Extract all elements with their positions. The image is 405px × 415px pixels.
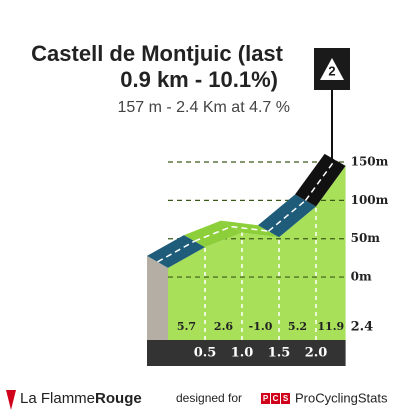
chart-title: 0.9 km - 10.1%)	[120, 67, 278, 92]
designed-for: designed for	[176, 391, 242, 405]
brand-part: La Flamme	[20, 390, 95, 407]
gradient-segment	[221, 220, 279, 238]
segment-centerline	[304, 159, 336, 201]
x-tick-label: 1.5	[268, 346, 291, 361]
y-tick-label: 0m	[351, 270, 372, 284]
brand-part: Rouge	[95, 390, 142, 407]
x-tick-label: 2.0	[305, 346, 328, 361]
distance-band	[147, 340, 346, 366]
brand-icon	[6, 390, 16, 410]
y-tick-label: 50m	[351, 231, 381, 245]
pcs-box	[281, 393, 290, 404]
brand: La FlammeRouge	[20, 390, 142, 407]
pcs-letter: C	[273, 394, 279, 403]
gradient-label: 2.6	[214, 320, 233, 333]
footer: La FlammeRouge designed for P C S ProCyc…	[6, 390, 388, 410]
gradient-label: 11.9	[317, 320, 344, 333]
pcs-name: ProCyclingStats	[295, 390, 388, 405]
pcs-letter: S	[283, 394, 289, 403]
gradient-segment	[184, 220, 242, 248]
profile-face	[168, 165, 346, 340]
gradient-label: 5.7	[177, 320, 196, 333]
pcs-letter: P	[263, 394, 269, 403]
segment-centerline	[194, 225, 232, 242]
segment-centerline	[268, 199, 306, 232]
x-tick-label: 0.5	[194, 346, 217, 361]
x-tick-label: 1.0	[231, 346, 254, 361]
segment-centerline	[231, 225, 269, 232]
chart-title: Castell de Montjuic (last	[31, 41, 283, 66]
gradient-label: -1.0	[249, 320, 273, 333]
y-tick-label: 150m	[351, 155, 389, 169]
side-face	[147, 255, 168, 340]
x-tick-label: 2.4	[351, 320, 374, 335]
segment-centerline	[157, 240, 195, 263]
pcs-box	[271, 393, 280, 404]
y-tick-label: 100m	[351, 193, 389, 207]
badge-triangle	[320, 58, 344, 80]
gradient-label: 5.2	[288, 320, 307, 333]
badge-label: 2	[328, 63, 335, 78]
pcs-box	[261, 393, 270, 404]
profile: 150m 100m 50m 0m 5.7 2.6 -1.0 5.2 11.9 0.5 1.0 1.5 2…	[147, 153, 389, 366]
chart-subtitle: 157 m - 2.4 Km at 4.7 %	[117, 99, 290, 116]
